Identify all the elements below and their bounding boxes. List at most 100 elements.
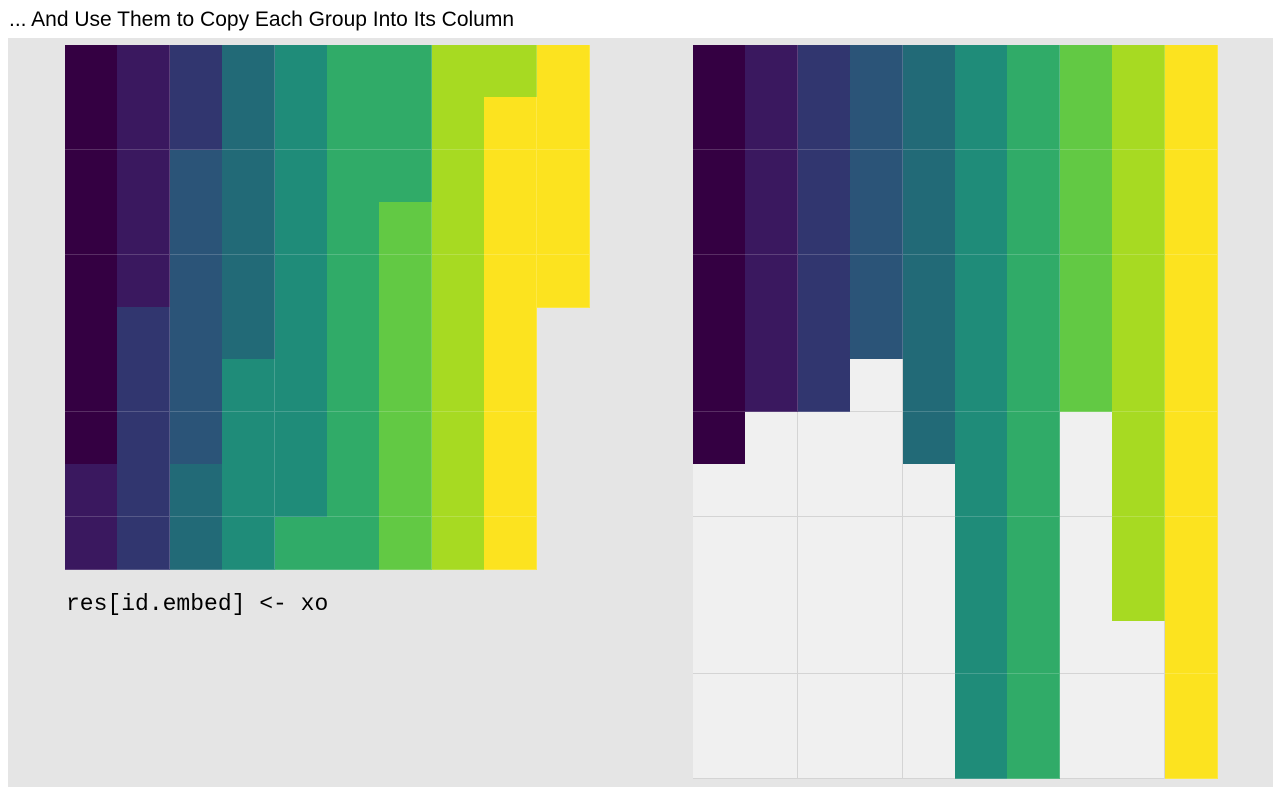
source-cell: [117, 149, 171, 203]
source-cell: [327, 464, 380, 518]
source-cell: [222, 307, 276, 360]
result-cell: [902, 254, 956, 308]
result-cell: [693, 411, 746, 465]
result-empty-cell: [797, 673, 851, 727]
result-cell: [1007, 621, 1061, 675]
result-cell: [1164, 307, 1218, 360]
result-cell: [850, 307, 904, 360]
source-cell: [65, 254, 118, 308]
result-cell: [1164, 516, 1218, 570]
result-cell: [1059, 359, 1113, 413]
source-cell: [379, 254, 433, 308]
result-empty-cell: [1059, 673, 1113, 727]
result-cell: [745, 97, 799, 151]
result-cell: [1164, 464, 1218, 518]
result-cell: [1007, 97, 1061, 151]
source-grid: [65, 45, 590, 570]
result-cell: [797, 307, 851, 360]
source-cell: [274, 359, 328, 413]
source-cell: [327, 516, 380, 570]
source-cell: [117, 411, 171, 465]
result-empty-cell: [902, 621, 956, 675]
result-empty-cell: [902, 464, 956, 518]
source-cell: [65, 411, 118, 465]
result-cell: [955, 464, 1008, 518]
source-empty-cell: [537, 359, 590, 412]
source-cell: [379, 464, 433, 518]
result-cell: [850, 45, 904, 98]
source-cell: [327, 411, 380, 465]
source-cell: [431, 516, 485, 570]
result-cell: [955, 516, 1008, 570]
result-cell: [1007, 149, 1061, 203]
source-cell: [117, 45, 171, 98]
source-cell: [379, 307, 433, 360]
result-cell: [1059, 254, 1113, 308]
result-cell: [1059, 149, 1113, 203]
result-cell: [797, 45, 851, 98]
source-cell: [65, 202, 118, 256]
result-empty-cell: [797, 516, 851, 570]
source-cell: [117, 516, 171, 570]
result-empty-cell: [797, 569, 851, 622]
result-cell: [797, 149, 851, 203]
source-cell: [327, 254, 380, 308]
result-empty-cell: [1059, 621, 1113, 675]
result-cell: [693, 202, 746, 256]
result-cell: [1164, 359, 1218, 413]
result-empty-cell: [1059, 516, 1113, 570]
result-empty-cell: [1112, 621, 1166, 675]
result-empty-cell: [693, 673, 746, 727]
result-empty-cell: [850, 726, 904, 780]
result-cell: [797, 202, 851, 256]
result-empty-cell: [745, 569, 799, 622]
source-cell: [169, 202, 223, 256]
result-empty-cell: [1059, 464, 1113, 518]
result-cell: [693, 97, 746, 151]
source-cell: [117, 464, 171, 518]
result-cell: [955, 149, 1008, 203]
result-empty-cell: [850, 516, 904, 570]
source-cell: [536, 149, 590, 203]
source-cell: [431, 149, 485, 203]
source-cell: [327, 359, 380, 413]
source-cell: [169, 307, 223, 360]
result-cell: [1164, 149, 1218, 203]
source-cell: [274, 97, 328, 151]
result-cell: [1007, 464, 1061, 518]
source-cell: [65, 464, 118, 518]
source-cell: [65, 516, 118, 570]
source-cell: [222, 97, 276, 151]
source-cell: [327, 97, 380, 151]
result-cell: [1164, 411, 1218, 465]
source-cell: [484, 97, 538, 151]
result-empty-cell: [745, 621, 799, 675]
source-cell: [65, 307, 118, 360]
result-cell: [902, 359, 956, 413]
result-empty-cell: [902, 673, 956, 727]
source-cell: [274, 149, 328, 203]
result-cell: [1059, 202, 1113, 256]
source-cell: [327, 307, 380, 360]
source-cell: [484, 464, 538, 518]
result-cell: [693, 307, 746, 360]
result-cell: [902, 411, 956, 465]
source-cell: [379, 516, 433, 570]
result-cell: [850, 202, 904, 256]
source-cell: [379, 202, 433, 256]
source-cell: [169, 45, 223, 98]
source-cell: [65, 149, 118, 203]
result-cell: [955, 673, 1008, 727]
source-cell: [222, 411, 276, 465]
result-cell: [693, 254, 746, 308]
source-cell: [222, 45, 276, 98]
result-cell: [1164, 202, 1218, 256]
result-cell: [797, 359, 851, 413]
result-cell: [1112, 359, 1166, 413]
result-cell: [1112, 569, 1166, 622]
result-cell: [955, 254, 1008, 308]
source-cell: [274, 411, 328, 465]
source-cell: [222, 516, 276, 570]
source-cell: [431, 254, 485, 308]
source-cell: [169, 254, 223, 308]
